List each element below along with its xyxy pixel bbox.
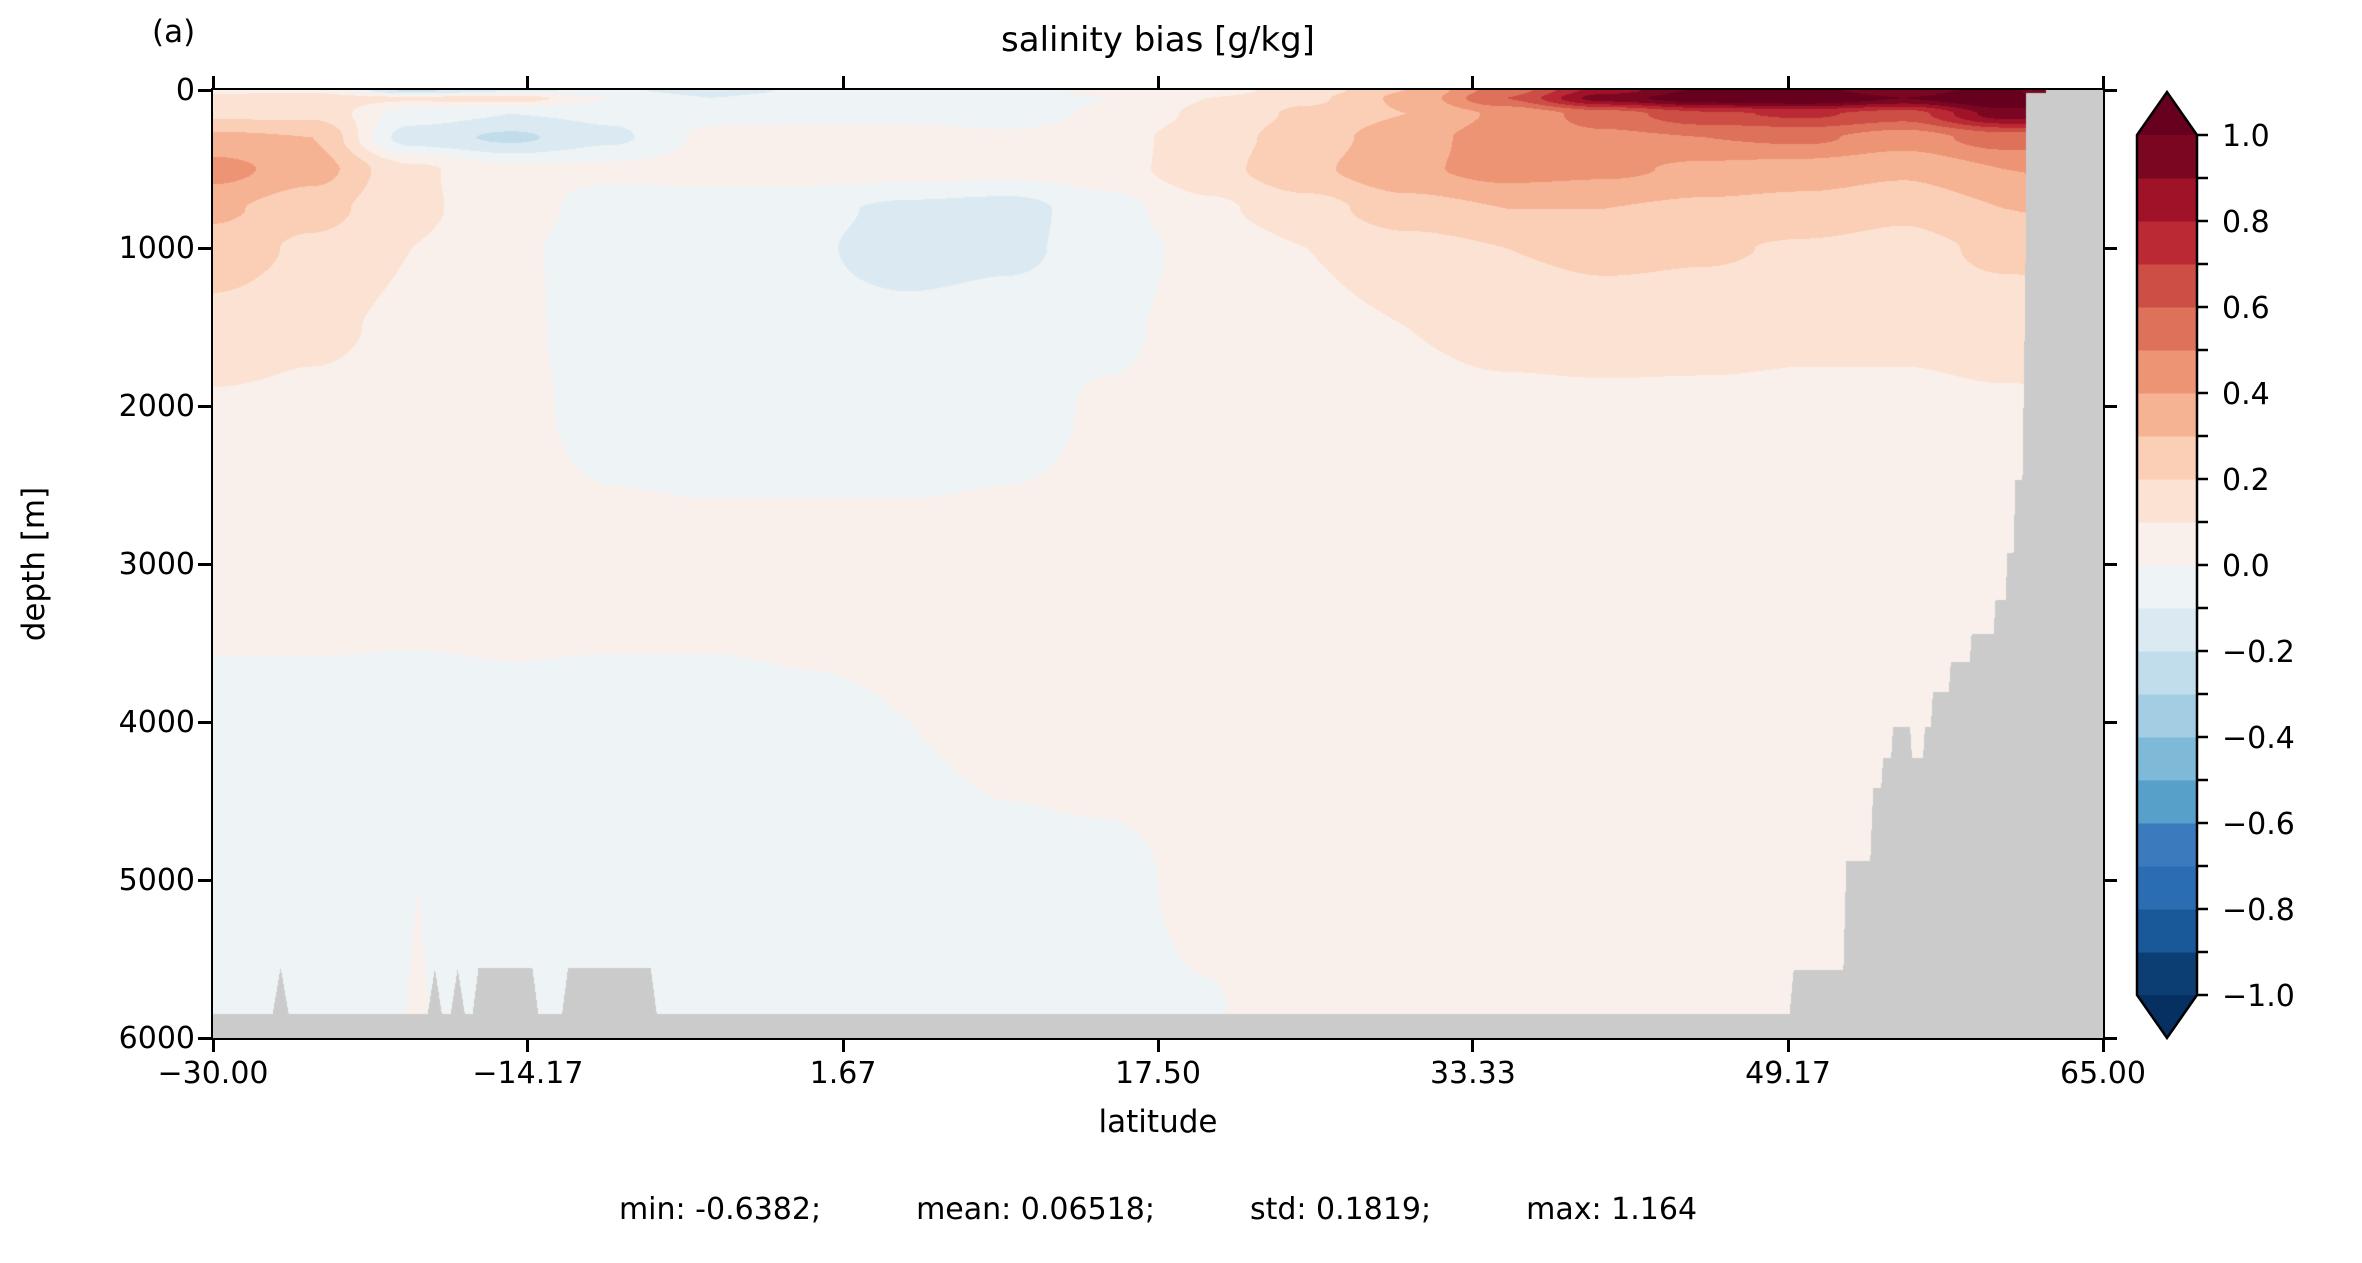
- colorbar-bin: [2137, 350, 2197, 394]
- y-tick-left: [198, 88, 211, 92]
- contour-plot-canvas: [213, 90, 2103, 1038]
- x-tick-label: 49.17: [1745, 1056, 1831, 1091]
- colorbar-tick-label: −0.6: [2222, 807, 2295, 842]
- colorbar-bin: [2137, 522, 2197, 566]
- x-axis-label: latitude: [1098, 1104, 1218, 1140]
- x-tick-bottom: [1786, 1039, 1790, 1052]
- y-tick-left: [198, 404, 211, 408]
- colorbar-bin: [2137, 952, 2197, 996]
- colorbar-bin: [2137, 823, 2197, 867]
- y-tick-label: 1000: [118, 231, 195, 266]
- colorbar-bin: [2137, 780, 2197, 824]
- colorbar-bin: [2137, 608, 2197, 652]
- colorbar-tick-label: 0.8: [2222, 205, 2270, 240]
- x-tick-top: [841, 76, 845, 89]
- colorbar-tick-label: 0.4: [2222, 377, 2270, 412]
- colorbar-bin: [2137, 565, 2197, 609]
- colorbar-bin: [2137, 909, 2197, 953]
- x-tick-top: [1156, 76, 1160, 89]
- stat-min: min: -0.6382;: [618, 1192, 822, 1227]
- colorbar-bin: [2137, 866, 2197, 910]
- x-tick-label: −30.00: [157, 1056, 269, 1091]
- colorbar-tick-label: 0.0: [2222, 549, 2270, 584]
- colorbar-tick-label: 0.2: [2222, 463, 2270, 498]
- x-tick-bottom: [841, 1039, 845, 1052]
- axes-frame: [211, 88, 2105, 1040]
- y-tick-left: [198, 878, 211, 882]
- stat-mean: mean: 0.06518;: [916, 1192, 1155, 1227]
- y-tick-label: 2000: [118, 389, 195, 424]
- colorbar-under-arrow: [2137, 995, 2197, 1038]
- stat-std: std: 0.1819;: [1249, 1192, 1432, 1227]
- x-tick-bottom: [211, 1039, 215, 1052]
- colorbar-bin: [2137, 178, 2197, 222]
- x-tick-bottom: [526, 1039, 530, 1052]
- x-tick-top: [211, 76, 215, 89]
- colorbar-over-arrow: [2137, 92, 2197, 135]
- x-tick-bottom: [1156, 1039, 1160, 1052]
- colorbar: 1.0 0.8 0.6 0.4 0.2 0.0 −0.2 −0.4 −0.6 −0.8 −1.0: [2135, 89, 2295, 1041]
- panel-label: (a): [152, 14, 196, 50]
- x-tick-bottom: [2101, 1039, 2105, 1052]
- plot-title: salinity bias [g/kg]: [1001, 20, 1315, 60]
- x-tick-label: −14.17: [472, 1056, 584, 1091]
- x-tick-label: 65.00: [2060, 1056, 2146, 1091]
- colorbar-bin: [2137, 651, 2197, 695]
- colorbar-bin: [2137, 436, 2197, 480]
- colorbar-bin: [2137, 221, 2197, 265]
- x-tick-top: [1471, 76, 1475, 89]
- x-tick-top: [2101, 76, 2105, 89]
- y-tick-label: 6000: [118, 1021, 195, 1056]
- x-tick-label: 1.67: [809, 1056, 877, 1091]
- y-tick-right: [2104, 562, 2117, 566]
- y-tick-label: 5000: [118, 863, 195, 898]
- y-tick-right: [2104, 878, 2117, 882]
- y-tick-left: [198, 246, 211, 250]
- colorbar-bin: [2137, 264, 2197, 308]
- y-tick-right: [2104, 404, 2117, 408]
- colorbar-bin: [2137, 307, 2197, 351]
- colorbar-tick-label: −0.8: [2222, 893, 2295, 928]
- colorbar-tick-label: −0.2: [2222, 635, 2295, 670]
- y-tick-right: [2104, 246, 2117, 250]
- y-tick-right: [2104, 720, 2117, 724]
- x-tick-bottom: [1471, 1039, 1475, 1052]
- colorbar-tick-label: 0.6: [2222, 291, 2270, 326]
- x-tick-label: 17.50: [1115, 1056, 1201, 1091]
- x-tick-top: [1786, 76, 1790, 89]
- stat-max: max: 1.164: [1526, 1192, 1698, 1227]
- y-tick-right: [2104, 1036, 2117, 1040]
- colorbar-bin: [2137, 393, 2197, 437]
- colorbar-tick-label: −1.0: [2222, 979, 2295, 1014]
- colorbar-bin: [2137, 694, 2197, 738]
- y-tick-label: 3000: [118, 547, 195, 582]
- y-tick-left: [198, 562, 211, 566]
- y-tick-label: 4000: [118, 705, 195, 740]
- colorbar-bin: [2137, 737, 2197, 781]
- y-tick-left: [198, 720, 211, 724]
- stats-line: min: -0.6382; mean: 0.06518; std: 0.1819…: [213, 1192, 2103, 1227]
- x-tick-label: 33.33: [1429, 1056, 1516, 1091]
- colorbar-tick-label: 1.0: [2222, 119, 2270, 154]
- y-tick-right: [2104, 88, 2117, 92]
- colorbar-tick-label: −0.4: [2222, 721, 2295, 756]
- y-tick-left: [198, 1036, 211, 1040]
- colorbar-bin: [2137, 135, 2197, 179]
- y-tick-label: 0: [175, 73, 195, 108]
- colorbar-bin: [2137, 479, 2197, 523]
- x-tick-top: [526, 76, 530, 89]
